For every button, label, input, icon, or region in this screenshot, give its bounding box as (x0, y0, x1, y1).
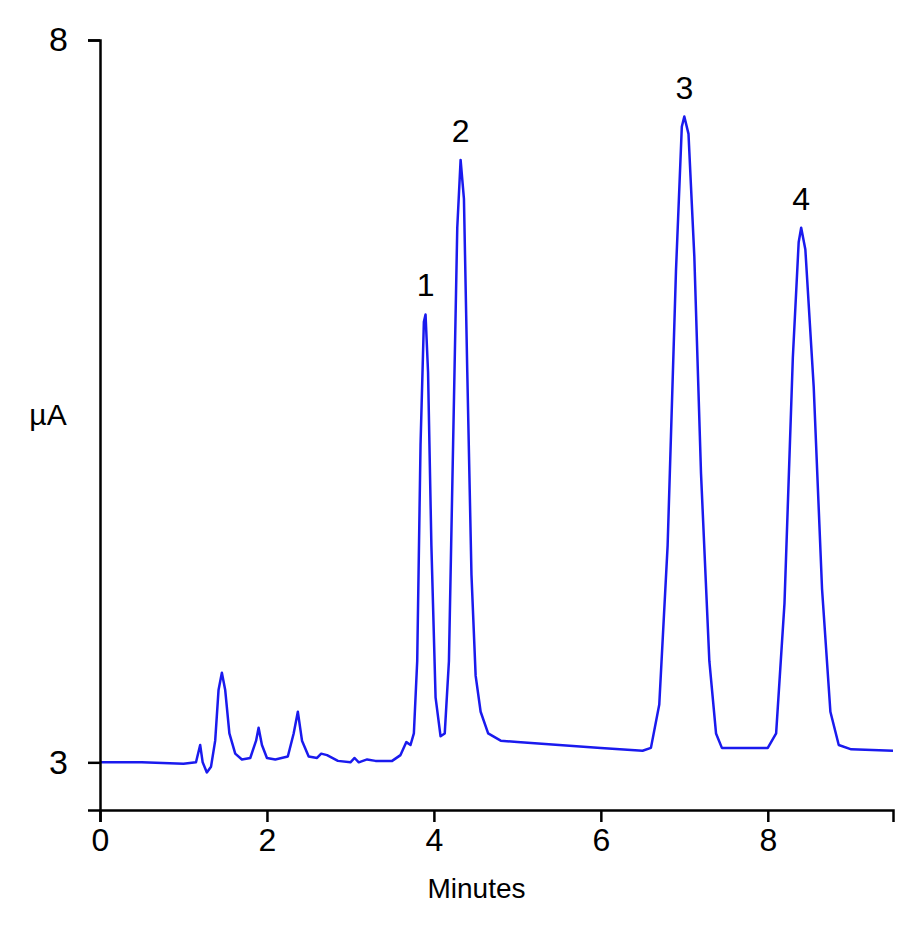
x-axis-tick-label: 8 (759, 822, 777, 858)
y-axis-tick-label: 3 (49, 743, 68, 781)
x-axis-tick: 6 (592, 810, 610, 858)
x-axis-tick-label: 4 (425, 822, 443, 858)
x-axis-tick-label: 6 (592, 822, 610, 858)
chart: 0 2 4 6 8 3 8 Minutes µA 1 2 3 4 (0, 0, 898, 929)
y-axis-tick: 8 (49, 20, 100, 58)
x-axis-title: Minutes (427, 873, 525, 904)
x-axis-tick-label: 2 (259, 822, 277, 858)
peak-label: 1 (417, 267, 435, 303)
y-axis-tick-mark (88, 39, 100, 42)
y-axis-tick-label: 8 (49, 20, 68, 58)
x-axis-tick: 0 (92, 810, 110, 858)
x-axis-tick-mark (433, 810, 436, 822)
x-axis-tick: 2 (259, 810, 277, 858)
x-axis-tick-mark (767, 810, 770, 822)
y-axis-tick: 3 (49, 743, 100, 781)
peak-label: 2 (452, 113, 470, 149)
plot-area (100, 117, 893, 773)
x-axis-tick-mark (266, 810, 269, 822)
x-axis-line (101, 811, 894, 823)
signal-line (100, 117, 893, 773)
x-axis-tick-mark (99, 810, 102, 822)
y-axis-tick-mark (88, 762, 100, 765)
x-axis-tick-mark (600, 810, 603, 822)
x-axis-tick: 4 (425, 810, 443, 858)
y-axis-line (88, 41, 101, 811)
y-axis-title: µA (29, 398, 66, 431)
peak-label: 4 (792, 181, 810, 217)
x-axis: 0 2 4 6 8 (92, 810, 894, 858)
peak-label: 3 (675, 70, 693, 106)
x-axis-tick-label: 0 (92, 822, 110, 858)
x-axis-tick: 8 (759, 810, 777, 858)
